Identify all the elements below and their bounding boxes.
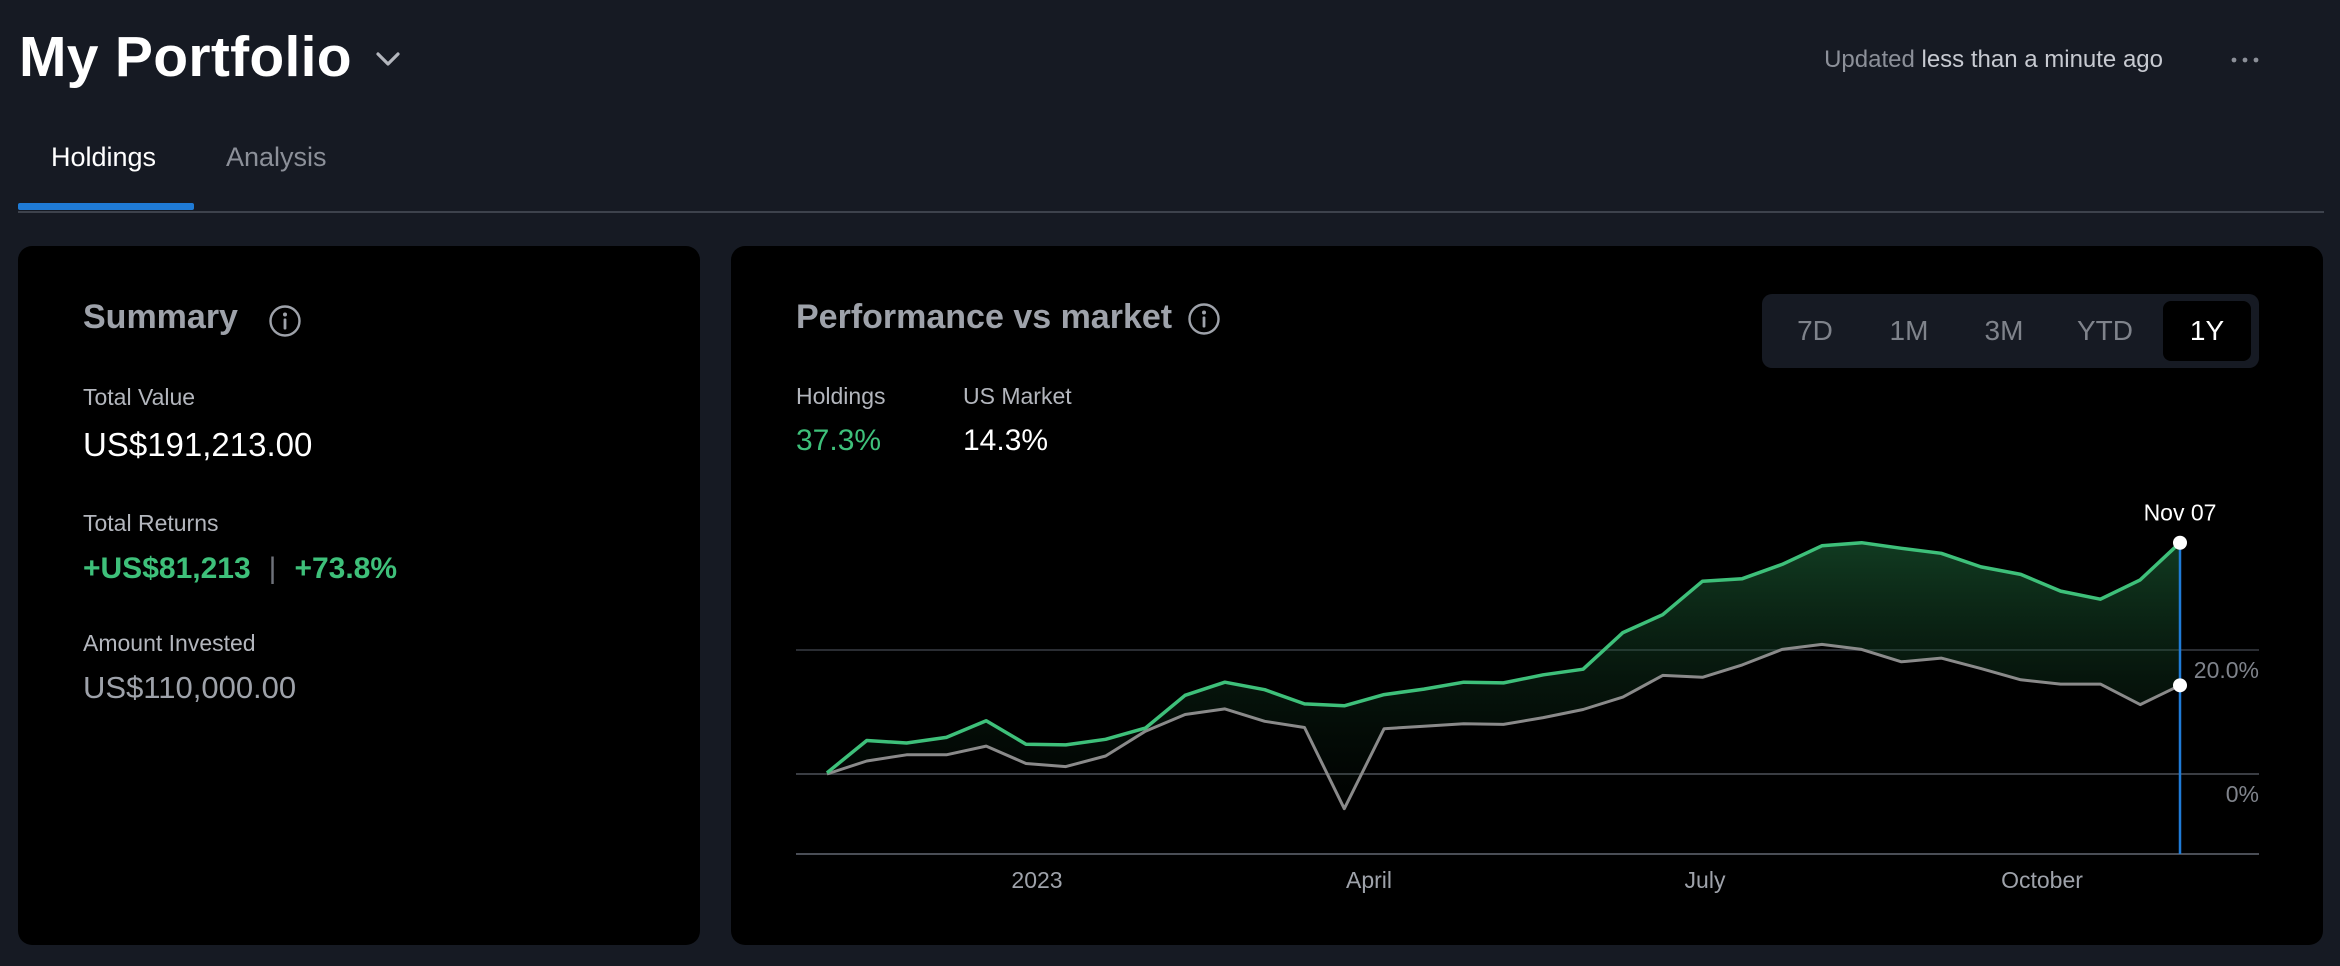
info-icon[interactable] (268, 304, 302, 338)
holdings-legend-value: 37.3% (796, 424, 882, 457)
page-header: My Portfolio Updated less than a minute … (0, 0, 2340, 120)
performance-chart: 20.0% 0% 2023 April July October Nov 07 (796, 500, 2259, 893)
total-returns-percent: +73.8% (294, 552, 398, 585)
holdings-legend-label: Holdings (796, 383, 886, 409)
tab-bar: Holdings Analysis (18, 130, 2324, 214)
total-value-label: Total Value (83, 384, 196, 410)
range-ytd-button[interactable]: YTD (2077, 315, 2133, 346)
summary-card: Summary Total Value US$191,213.00 Total … (18, 246, 700, 945)
range-selector: 7D 1M 3M YTD 1Y (1762, 294, 2259, 368)
info-icon[interactable] (1187, 302, 1221, 336)
total-returns-amount: +US$81,213 (83, 552, 251, 585)
tabs-divider (18, 211, 2324, 213)
x-tick-april: April (1346, 867, 1392, 893)
x-tick-2023: 2023 (1011, 867, 1062, 893)
total-returns-label: Total Returns (83, 510, 219, 536)
total-returns: +US$81,213 | +73.8% (83, 552, 397, 586)
active-tab-indicator (18, 203, 194, 210)
x-tick-july: July (1685, 867, 1726, 893)
ellipsis-icon (2231, 57, 2259, 63)
y-tick-20: 20.0% (2194, 657, 2259, 683)
market-series-line (826, 642, 2181, 811)
updated-status: Updated less than a minute ago (1824, 46, 2163, 74)
cursor-date-label: Nov 07 (2144, 500, 2217, 526)
holdings-series-line (825, 540, 2182, 775)
range-1m-button[interactable]: 1M (1889, 315, 1929, 346)
page-title: My Portfolio (19, 25, 352, 89)
updated-value: less than a minute ago (1921, 46, 2164, 73)
range-1y-button[interactable]: 1Y (2163, 301, 2251, 361)
portfolio-dropdown-button[interactable] (370, 44, 406, 74)
cursor-dot-holdings (2173, 535, 2187, 550)
performance-card: Performance vs market 7D 1M 3M YTD 1Y Ho… (731, 246, 2323, 945)
tab-analysis[interactable]: Analysis (226, 142, 327, 172)
cursor-dot-market (2173, 678, 2187, 693)
more-options-button[interactable] (2225, 42, 2265, 78)
holdings-area (827, 542, 2180, 809)
returns-separator: | (268, 552, 277, 585)
performance-title: Performance vs market (796, 298, 1173, 336)
market-legend-value: 14.3% (963, 424, 1049, 457)
range-7d-button[interactable]: 7D (1797, 315, 1833, 346)
amount-invested-label: Amount Invested (83, 630, 256, 656)
y-tick-0: 0% (2226, 781, 2259, 807)
tab-holdings[interactable]: Holdings (51, 142, 157, 172)
summary-title: Summary (83, 298, 238, 336)
updated-prefix: Updated (1824, 46, 1915, 73)
total-value: US$191,213.00 (83, 426, 313, 463)
chevron-down-icon (376, 52, 400, 66)
market-legend-label: US Market (963, 383, 1072, 409)
range-3m-button[interactable]: 3M (1984, 315, 2024, 346)
amount-invested: US$110,000.00 (83, 670, 297, 705)
x-tick-october: October (2001, 867, 2083, 893)
